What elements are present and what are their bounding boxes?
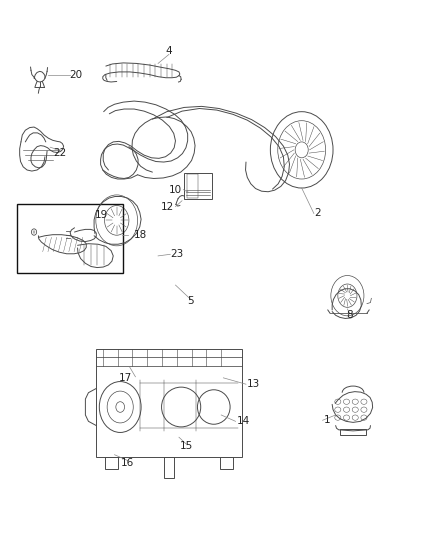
Text: 20: 20 bbox=[69, 70, 82, 79]
Text: 2: 2 bbox=[315, 208, 321, 219]
Bar bbox=[17, 204, 123, 273]
Text: 22: 22 bbox=[53, 148, 67, 158]
Text: 10: 10 bbox=[169, 184, 182, 195]
Text: 1: 1 bbox=[323, 415, 330, 425]
Text: 16: 16 bbox=[121, 458, 134, 467]
Bar bbox=[164, 457, 174, 478]
Text: 4: 4 bbox=[166, 46, 172, 56]
Text: 8: 8 bbox=[346, 310, 353, 320]
Bar bbox=[96, 349, 242, 457]
Bar bbox=[220, 457, 233, 469]
Text: 19: 19 bbox=[95, 209, 108, 220]
Text: 5: 5 bbox=[187, 296, 194, 306]
Bar bbox=[340, 429, 366, 434]
Text: 17: 17 bbox=[119, 373, 132, 383]
Text: 13: 13 bbox=[247, 379, 261, 389]
Text: 15: 15 bbox=[180, 441, 193, 451]
Bar bbox=[105, 457, 118, 469]
Text: 18: 18 bbox=[134, 230, 147, 240]
Text: 14: 14 bbox=[237, 416, 250, 426]
Text: 23: 23 bbox=[170, 249, 184, 260]
Bar bbox=[184, 173, 212, 199]
Text: 12: 12 bbox=[161, 201, 174, 212]
Bar bbox=[187, 174, 198, 198]
